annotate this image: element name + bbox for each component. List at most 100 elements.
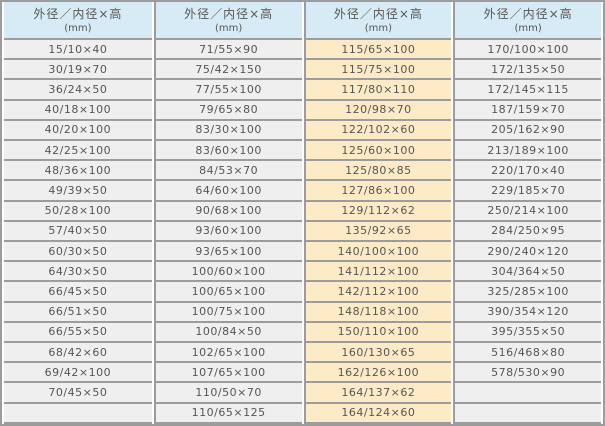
size-cell-col1-row8: 49/39×50 bbox=[4, 181, 152, 202]
size-cell-col1-row15: 66/55×50 bbox=[4, 322, 152, 344]
table-header: 外径／内径×高 (mm) 外径／内径×高 (mm) 外径／内径×高 (mm) 外… bbox=[4, 2, 601, 40]
size-cell-col2-row2: 75/42×150 bbox=[153, 60, 302, 81]
size-cell-col1-row3: 36/24×50 bbox=[4, 80, 152, 101]
table-row: 66/51×50 100/75×100 148/118×100 390/354×120 bbox=[4, 302, 601, 323]
size-cell-col1-row7: 48/36×100 bbox=[4, 161, 152, 182]
table-row: 110/65×125 164/124×60 bbox=[4, 403, 601, 424]
size-cell-col1-row1: 15/10×40 bbox=[4, 40, 152, 61]
size-cell-col1-row14: 66/51×50 bbox=[4, 302, 152, 323]
size-cell-col4-row18 bbox=[453, 383, 601, 404]
size-cell-col1-row11: 60/30×50 bbox=[4, 242, 152, 263]
table-row: 15/10×40 71/55×90 115/65×100 170/100×100 bbox=[4, 40, 601, 61]
table-row: 66/45×50 100/65×100 142/112×100 325/285×100 bbox=[4, 282, 601, 303]
column-header-title: 外径／内径×高 bbox=[483, 7, 573, 21]
size-cell-col1-row10: 57/40×50 bbox=[4, 221, 152, 243]
size-cell-col1-row16: 68/42×60 bbox=[4, 343, 152, 364]
size-cell-col4-row3: 172/145×115 bbox=[453, 80, 601, 101]
column-header-2: 外径／内径×高 (mm) bbox=[153, 2, 302, 40]
size-cell-col4-row17: 578/530×90 bbox=[453, 363, 601, 384]
size-cell-col3-row10: 135/92×65 bbox=[303, 221, 452, 243]
table-row: 49/39×50 64/60×100 127/86×100 229/185×70 bbox=[4, 181, 601, 202]
column-header-unit: (mm) bbox=[514, 23, 542, 34]
table-row: 36/24×50 77/55×100 117/80×110 172/145×115 bbox=[4, 80, 601, 101]
table-row: 66/55×50 100/84×50 150/110×100 395/355×50 bbox=[4, 322, 601, 344]
size-cell-col4-row8: 229/185×70 bbox=[453, 181, 601, 202]
size-cell-col2-row13: 100/65×100 bbox=[153, 282, 302, 303]
size-cell-col4-row13: 325/285×100 bbox=[453, 282, 601, 303]
size-cell-col1-row19 bbox=[4, 403, 152, 424]
size-cell-col4-row6: 213/189×100 bbox=[453, 141, 601, 162]
size-cell-col4-row4: 187/159×70 bbox=[453, 100, 601, 121]
table-row: 50/28×100 90/68×100 129/112×62 250/214×100 bbox=[4, 201, 601, 222]
size-cell-col4-row19 bbox=[453, 403, 601, 424]
size-cell-col3-row12: 141/112×100 bbox=[303, 262, 452, 283]
size-cell-col4-row15: 395/355×50 bbox=[453, 322, 601, 344]
size-cell-col4-row12: 304/364×50 bbox=[453, 262, 601, 283]
column-header-title: 外径／内径×高 bbox=[184, 7, 274, 21]
size-cell-col3-row14: 148/118×100 bbox=[303, 302, 452, 323]
size-cell-col1-row13: 66/45×50 bbox=[4, 282, 152, 303]
size-cell-col2-row11: 93/65×100 bbox=[153, 242, 302, 263]
size-cell-col1-row2: 30/19×70 bbox=[4, 60, 152, 81]
size-cell-col2-row7: 84/53×70 bbox=[153, 161, 302, 182]
size-cell-col2-row4: 79/65×80 bbox=[153, 100, 302, 121]
size-cell-col3-row19: 164/124×60 bbox=[303, 403, 452, 424]
size-cell-col4-row7: 220/170×40 bbox=[453, 161, 601, 182]
size-cell-col2-row16: 102/65×100 bbox=[153, 343, 302, 364]
size-cell-col3-row4: 120/98×70 bbox=[303, 100, 452, 121]
size-cell-col2-row5: 83/30×100 bbox=[153, 120, 302, 142]
size-cell-col1-row4: 40/18×100 bbox=[4, 100, 152, 121]
size-cell-col2-row1: 71/55×90 bbox=[153, 40, 302, 61]
size-cell-col2-row19: 110/65×125 bbox=[153, 403, 302, 424]
size-cell-col2-row8: 64/60×100 bbox=[153, 181, 302, 202]
size-cell-col4-row5: 205/162×90 bbox=[453, 120, 601, 142]
table-row: 40/18×100 79/65×80 120/98×70 187/159×70 bbox=[4, 100, 601, 121]
size-cell-col3-row18: 164/137×62 bbox=[303, 383, 452, 404]
size-cell-col2-row17: 107/65×100 bbox=[153, 363, 302, 384]
size-cell-col2-row18: 110/50×70 bbox=[153, 383, 302, 404]
size-cell-col3-row15: 150/110×100 bbox=[303, 322, 452, 344]
size-cell-col4-row1: 170/100×100 bbox=[453, 40, 601, 61]
size-cell-col3-row16: 160/130×65 bbox=[303, 343, 452, 364]
size-cell-col4-row16: 516/468×80 bbox=[453, 343, 601, 364]
column-header-4: 外径／内径×高 (mm) bbox=[453, 2, 601, 40]
table-row: 70/45×50 110/50×70 164/137×62 bbox=[4, 383, 601, 404]
size-cell-col3-row17: 162/126×100 bbox=[303, 363, 452, 384]
size-cell-col2-row14: 100/75×100 bbox=[153, 302, 302, 323]
size-cell-col1-row5: 40/20×100 bbox=[4, 120, 152, 142]
size-cell-col3-row13: 142/112×100 bbox=[303, 282, 452, 303]
column-header-unit: (mm) bbox=[64, 23, 92, 34]
size-cell-col2-row12: 100/60×100 bbox=[153, 262, 302, 283]
table-row: 40/20×100 83/30×100 122/102×60 205/162×90 bbox=[4, 120, 601, 142]
column-header-3: 外径／内径×高 (mm) bbox=[303, 2, 452, 40]
table-row: 60/30×50 93/65×100 140/100×100 290/240×120 bbox=[4, 242, 601, 263]
size-cell-col3-row1: 115/65×100 bbox=[303, 40, 452, 61]
size-cell-col3-row11: 140/100×100 bbox=[303, 242, 452, 263]
size-cell-col4-row10: 284/250×95 bbox=[453, 221, 601, 243]
size-cell-col1-row17: 69/42×100 bbox=[4, 363, 152, 384]
column-header-title: 外径／内径×高 bbox=[333, 7, 423, 21]
size-cell-col2-row9: 90/68×100 bbox=[153, 201, 302, 222]
column-header-unit: (mm) bbox=[214, 23, 243, 34]
size-cell-col4-row14: 390/354×120 bbox=[453, 302, 601, 323]
column-header-unit: (mm) bbox=[364, 23, 393, 34]
table-row: 57/40×50 93/60×100 135/92×65 284/250×95 bbox=[4, 221, 601, 243]
size-cell-col3-row2: 115/75×100 bbox=[303, 60, 452, 81]
size-cell-col3-row7: 125/80×85 bbox=[303, 161, 452, 182]
column-header-1: 外径／内径×高 (mm) bbox=[4, 2, 152, 40]
table-row: 68/42×60 102/65×100 160/130×65 516/468×80 bbox=[4, 343, 601, 364]
size-cell-col2-row10: 93/60×100 bbox=[153, 221, 302, 243]
size-cell-col4-row11: 290/240×120 bbox=[453, 242, 601, 263]
size-cell-col1-row18: 70/45×50 bbox=[4, 383, 152, 404]
size-cell-col2-row15: 100/84×50 bbox=[153, 322, 302, 344]
table-row: 48/36×100 84/53×70 125/80×85 220/170×40 bbox=[4, 161, 601, 182]
size-cell-col2-row3: 77/55×100 bbox=[153, 80, 302, 101]
table-row: 64/30×50 100/60×100 141/112×100 304/364×50 bbox=[4, 262, 601, 283]
size-cell-col3-row5: 122/102×60 bbox=[303, 120, 452, 142]
header-row: 外径／内径×高 (mm) 外径／内径×高 (mm) 外径／内径×高 (mm) 外… bbox=[4, 2, 601, 40]
size-cell-col1-row6: 42/25×100 bbox=[4, 141, 152, 162]
table-body: 15/10×40 71/55×90 115/65×100 170/100×100 30/… bbox=[4, 40, 601, 424]
column-header-title: 外径／内径×高 bbox=[33, 7, 123, 21]
table-row: 42/25×100 83/60×100 125/60×100 213/189×100 bbox=[4, 141, 601, 162]
size-cell-col3-row8: 127/86×100 bbox=[303, 181, 452, 202]
